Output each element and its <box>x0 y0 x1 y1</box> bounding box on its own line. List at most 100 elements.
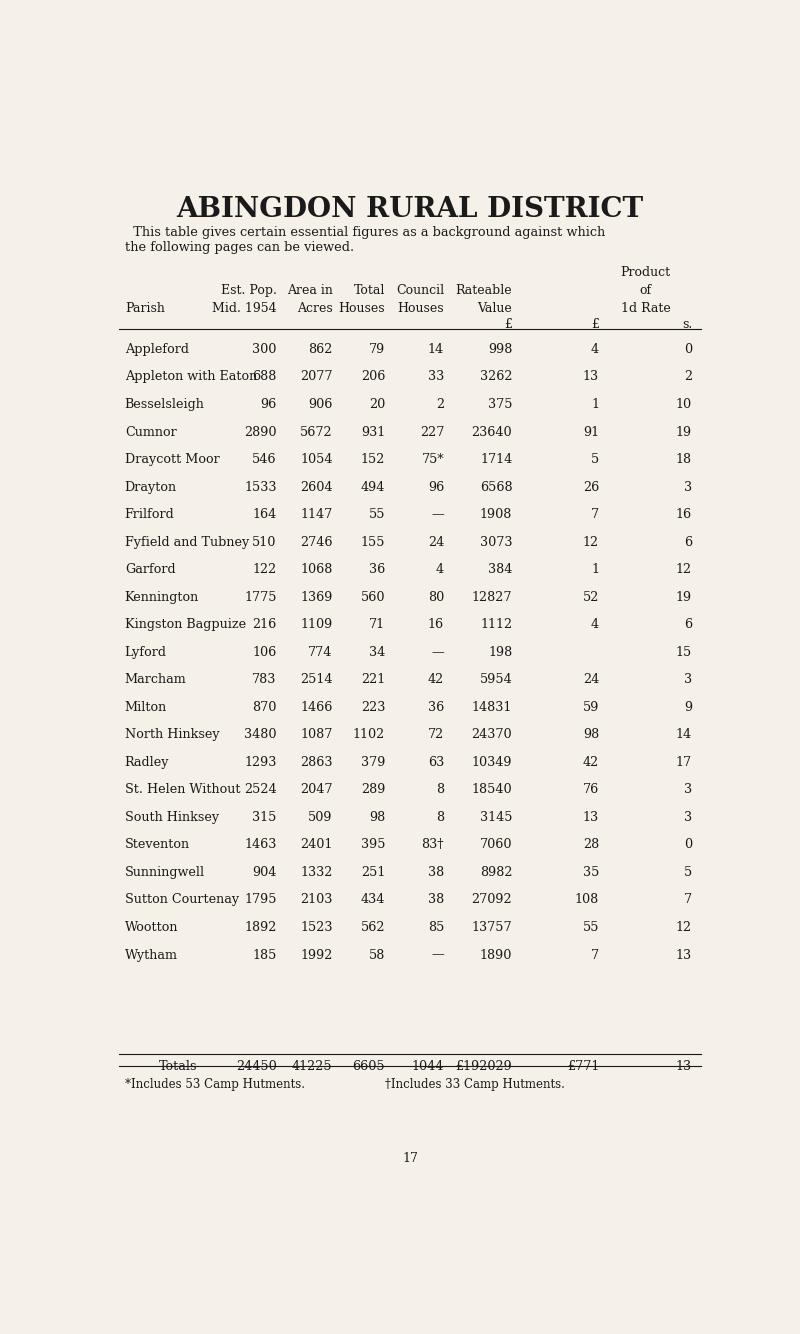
Text: 1112: 1112 <box>480 618 512 631</box>
Text: 3: 3 <box>684 480 692 494</box>
Text: Draycott Moor: Draycott Moor <box>125 454 219 466</box>
Text: 494: 494 <box>361 480 386 494</box>
Text: 1714: 1714 <box>480 454 512 466</box>
Text: Cumnor: Cumnor <box>125 426 177 439</box>
Text: 33: 33 <box>428 371 444 383</box>
Text: 9: 9 <box>684 700 692 714</box>
Text: South Hinksey: South Hinksey <box>125 811 219 824</box>
Text: Totals: Totals <box>159 1061 198 1073</box>
Text: 96: 96 <box>428 480 444 494</box>
Text: 72: 72 <box>428 728 444 742</box>
Text: 16: 16 <box>676 508 692 522</box>
Text: 7: 7 <box>591 948 599 962</box>
Text: 24450: 24450 <box>236 1061 277 1073</box>
Text: 164: 164 <box>253 508 277 522</box>
Text: Radley: Radley <box>125 756 170 768</box>
Text: Est. Pop.: Est. Pop. <box>221 284 277 297</box>
Text: 12: 12 <box>583 536 599 548</box>
Text: 1466: 1466 <box>300 700 333 714</box>
Text: Wootton: Wootton <box>125 920 178 934</box>
Text: 206: 206 <box>361 371 386 383</box>
Text: 688: 688 <box>252 371 277 383</box>
Text: 38: 38 <box>428 866 444 879</box>
Text: Council: Council <box>396 284 444 297</box>
Text: 3480: 3480 <box>244 728 277 742</box>
Text: £: £ <box>504 319 512 331</box>
Text: 6: 6 <box>684 536 692 548</box>
Text: 8: 8 <box>436 783 444 796</box>
Text: 24: 24 <box>428 536 444 548</box>
Text: 2514: 2514 <box>300 674 333 686</box>
Text: 24370: 24370 <box>472 728 512 742</box>
Text: 375: 375 <box>488 398 512 411</box>
Text: Milton: Milton <box>125 700 167 714</box>
Text: 26: 26 <box>583 480 599 494</box>
Text: 2746: 2746 <box>300 536 333 548</box>
Text: 2604: 2604 <box>300 480 333 494</box>
Text: 52: 52 <box>582 591 599 604</box>
Text: Sunningwell: Sunningwell <box>125 866 205 879</box>
Text: 15: 15 <box>676 646 692 659</box>
Text: 1147: 1147 <box>300 508 333 522</box>
Text: 79: 79 <box>369 343 386 356</box>
Text: 1890: 1890 <box>480 948 512 962</box>
Text: 108: 108 <box>575 894 599 907</box>
Text: This table gives certain essential figures as a background against which: This table gives certain essential figur… <box>125 225 605 239</box>
Text: 91: 91 <box>583 426 599 439</box>
Text: 216: 216 <box>253 618 277 631</box>
Text: 198: 198 <box>488 646 512 659</box>
Text: 38: 38 <box>428 894 444 907</box>
Text: 1332: 1332 <box>300 866 333 879</box>
Text: 2863: 2863 <box>300 756 333 768</box>
Text: 906: 906 <box>308 398 333 411</box>
Text: 2077: 2077 <box>300 371 333 383</box>
Text: 85: 85 <box>428 920 444 934</box>
Text: 2: 2 <box>684 371 692 383</box>
Text: 35: 35 <box>582 866 599 879</box>
Text: 560: 560 <box>361 591 386 604</box>
Text: 0: 0 <box>684 839 692 851</box>
Text: Frilford: Frilford <box>125 508 174 522</box>
Text: 6568: 6568 <box>480 480 512 494</box>
Text: 870: 870 <box>252 700 277 714</box>
Text: 395: 395 <box>361 839 386 851</box>
Text: 122: 122 <box>253 563 277 576</box>
Text: 3: 3 <box>684 674 692 686</box>
Text: 41225: 41225 <box>292 1061 333 1073</box>
Text: Area in: Area in <box>286 284 333 297</box>
Text: Garford: Garford <box>125 563 175 576</box>
Text: *Includes 53 Camp Hutments.: *Includes 53 Camp Hutments. <box>125 1078 305 1091</box>
Text: 1054: 1054 <box>300 454 333 466</box>
Text: 13757: 13757 <box>472 920 512 934</box>
Text: 379: 379 <box>361 756 386 768</box>
Text: Wytham: Wytham <box>125 948 178 962</box>
Text: 14: 14 <box>428 343 444 356</box>
Text: £192029: £192029 <box>455 1061 512 1073</box>
Text: £771: £771 <box>566 1061 599 1073</box>
Text: 8: 8 <box>436 811 444 824</box>
Text: 42: 42 <box>428 674 444 686</box>
Text: 96: 96 <box>261 398 277 411</box>
Text: 221: 221 <box>361 674 386 686</box>
Text: Besselsleigh: Besselsleigh <box>125 398 205 411</box>
Text: 55: 55 <box>369 508 386 522</box>
Text: 4: 4 <box>591 618 599 631</box>
Text: 1523: 1523 <box>300 920 333 934</box>
Text: 1992: 1992 <box>300 948 333 962</box>
Text: Kennington: Kennington <box>125 591 199 604</box>
Text: 75*: 75* <box>422 454 444 466</box>
Text: 1908: 1908 <box>480 508 512 522</box>
Text: 71: 71 <box>369 618 386 631</box>
Text: 1068: 1068 <box>300 563 333 576</box>
Text: 4: 4 <box>591 343 599 356</box>
Text: £: £ <box>591 319 599 331</box>
Text: 63: 63 <box>428 756 444 768</box>
Text: 546: 546 <box>252 454 277 466</box>
Text: 19: 19 <box>676 591 692 604</box>
Text: 8982: 8982 <box>480 866 512 879</box>
Text: North Hinksey: North Hinksey <box>125 728 219 742</box>
Text: 27092: 27092 <box>472 894 512 907</box>
Text: 289: 289 <box>361 783 386 796</box>
Text: 28: 28 <box>583 839 599 851</box>
Text: 10349: 10349 <box>472 756 512 768</box>
